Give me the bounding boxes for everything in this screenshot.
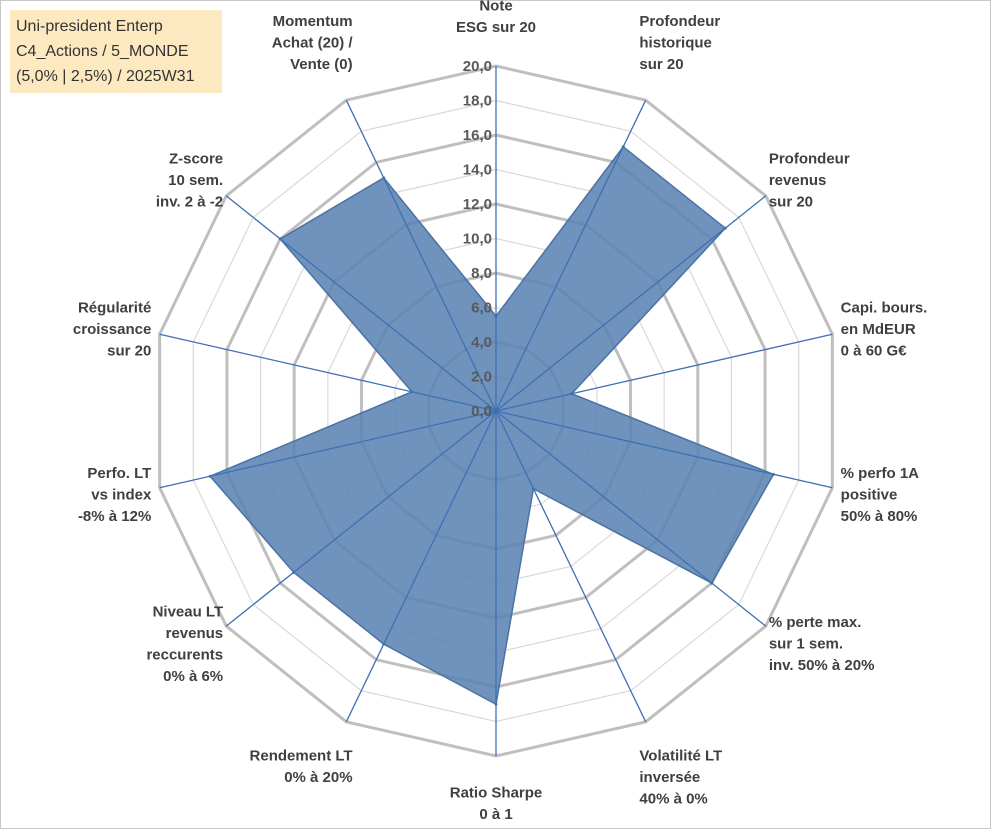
- axis-spoke: [345, 410, 497, 723]
- axis-label: Z-score 10 sem. inv. 2 à -2: [156, 150, 223, 210]
- axis-label: % perte max. sur 1 sem. inv. 50% à 20%: [769, 614, 875, 674]
- axis-label: Note ESG sur 20: [456, 0, 536, 36]
- radial-tick-label: 18,0: [463, 93, 492, 110]
- info-box: Uni-president Enterp C4_Actions / 5_MOND…: [10, 10, 222, 93]
- info-line-company: Uni-president Enterp: [16, 18, 163, 35]
- radial-tick-label: 4,0: [471, 334, 492, 351]
- axis-labels: Note ESG sur 20 Profondeur historique sur 20…: [73, 0, 927, 823]
- axis-label-line: Capi. bours.: [841, 299, 928, 316]
- axis-spoke: [495, 99, 647, 412]
- radial-tick-label: 12,0: [463, 196, 492, 213]
- axis-label: Profondeur revenus sur 20: [769, 150, 850, 210]
- axis-label: Profondeur historique sur 20: [639, 13, 720, 73]
- axis-label-line: Perfo. LT: [87, 465, 151, 482]
- axis-label-line: 0 à 1: [479, 806, 512, 823]
- axis-label-line: Ratio Sharpe: [450, 785, 543, 802]
- axis-label-line: Profondeur: [769, 150, 850, 167]
- axis-label-line: % perte max.: [769, 614, 862, 631]
- radial-tick-label: 2,0: [471, 369, 492, 386]
- axis-label-line: Momentum: [273, 13, 353, 30]
- info-line-params: (5,0% | 2,5%) / 2025W31: [16, 68, 195, 85]
- axis-label-line: Niveau LT: [153, 603, 224, 620]
- axis-label-line: en MdEUR: [841, 321, 916, 338]
- axis-label-line: positive: [841, 487, 898, 504]
- info-line-category: C4_Actions / 5_MONDE: [16, 43, 189, 60]
- radial-tick-label: 10,0: [463, 231, 492, 248]
- axis-label-line: 0% à 6%: [163, 668, 223, 685]
- axis-label-line: revenus: [769, 172, 827, 189]
- axis-label-line: 0% à 20%: [284, 769, 352, 786]
- axis-label-line: inv. 2 à -2: [156, 193, 223, 210]
- axis-label-line: inv. 50% à 20%: [769, 657, 875, 674]
- axis-spoke: [159, 410, 497, 489]
- axis-label-line: ESG sur 20: [456, 19, 536, 36]
- axis-label: Rendement LT 0% à 20%: [250, 748, 353, 787]
- axis-spoke: [225, 195, 497, 412]
- axis-spoke: [495, 410, 833, 489]
- axis-label-line: Achat (20) /: [272, 34, 354, 51]
- axis-label-line: Volatilité LT: [639, 748, 722, 765]
- axis-label-line: croissance: [73, 321, 151, 338]
- radial-tick-label: 0,0: [471, 403, 492, 420]
- axis-label-line: Z-score: [169, 150, 223, 167]
- radar-spokes: [159, 66, 833, 756]
- axis-label: Régularité croissance sur 20: [73, 299, 151, 359]
- axis-label-line: revenus: [166, 625, 224, 642]
- axis-label-line: inversée: [639, 769, 700, 786]
- axis-label-line: reccurents: [146, 646, 223, 663]
- axis-label-line: 50% à 80%: [841, 508, 918, 525]
- radial-tick-labels: 0,0 2,0 4,0 6,0 8,0 10,0 12,0 14,0 16,0 18,0 20,0: [463, 58, 492, 420]
- axis-label-line: sur 20: [769, 193, 813, 210]
- axis-label: Niveau LT revenus reccurents 0% à 6%: [146, 603, 223, 685]
- axis-label-line: Régularité: [78, 299, 151, 316]
- axis-label-line: Rendement LT: [250, 748, 353, 765]
- axis-spoke: [345, 99, 497, 412]
- axis-label: Volatilité LT inversée 40% à 0%: [639, 748, 722, 808]
- axis-spoke: [159, 333, 497, 412]
- axis-label-line: sur 20: [107, 342, 151, 359]
- axis-label-line: Profondeur: [639, 13, 720, 30]
- radial-tick-label: 16,0: [463, 127, 492, 144]
- axis-label: Momentum Achat (20) / Vente (0): [272, 13, 354, 73]
- axis-label-line: sur 20: [639, 56, 683, 73]
- axis-label: Ratio Sharpe 0 à 1: [450, 785, 543, 824]
- axis-label-line: % perfo 1A: [841, 465, 920, 482]
- axis-spoke: [495, 195, 767, 412]
- axis-label-line: historique: [639, 34, 712, 51]
- radial-tick-label: 14,0: [463, 162, 492, 179]
- axis-label-line: vs index: [91, 487, 152, 504]
- radial-tick-label: 8,0: [471, 265, 492, 282]
- axis-label: % perfo 1A positive 50% à 80%: [841, 465, 920, 525]
- axis-label-line: sur 1 sem.: [769, 636, 843, 653]
- axis-label-line: -8% à 12%: [78, 508, 151, 525]
- axis-label-line: 10 sem.: [168, 172, 223, 189]
- axis-label: Perfo. LT vs index -8% à 12%: [78, 465, 152, 525]
- axis-label: Capi. bours. en MdEUR 0 à 60 G€: [841, 299, 928, 359]
- axis-spoke: [225, 410, 497, 627]
- radial-tick-label: 6,0: [471, 300, 492, 317]
- axis-spoke: [495, 410, 647, 723]
- axis-label-line: 40% à 0%: [639, 791, 707, 808]
- radial-tick-label: 20,0: [463, 58, 492, 75]
- axis-spoke: [495, 333, 833, 412]
- axis-spoke: [495, 410, 767, 627]
- axis-label-line: Note: [479, 0, 512, 15]
- axis-label-line: Vente (0): [290, 56, 353, 73]
- axis-label-line: 0 à 60 G€: [841, 342, 908, 359]
